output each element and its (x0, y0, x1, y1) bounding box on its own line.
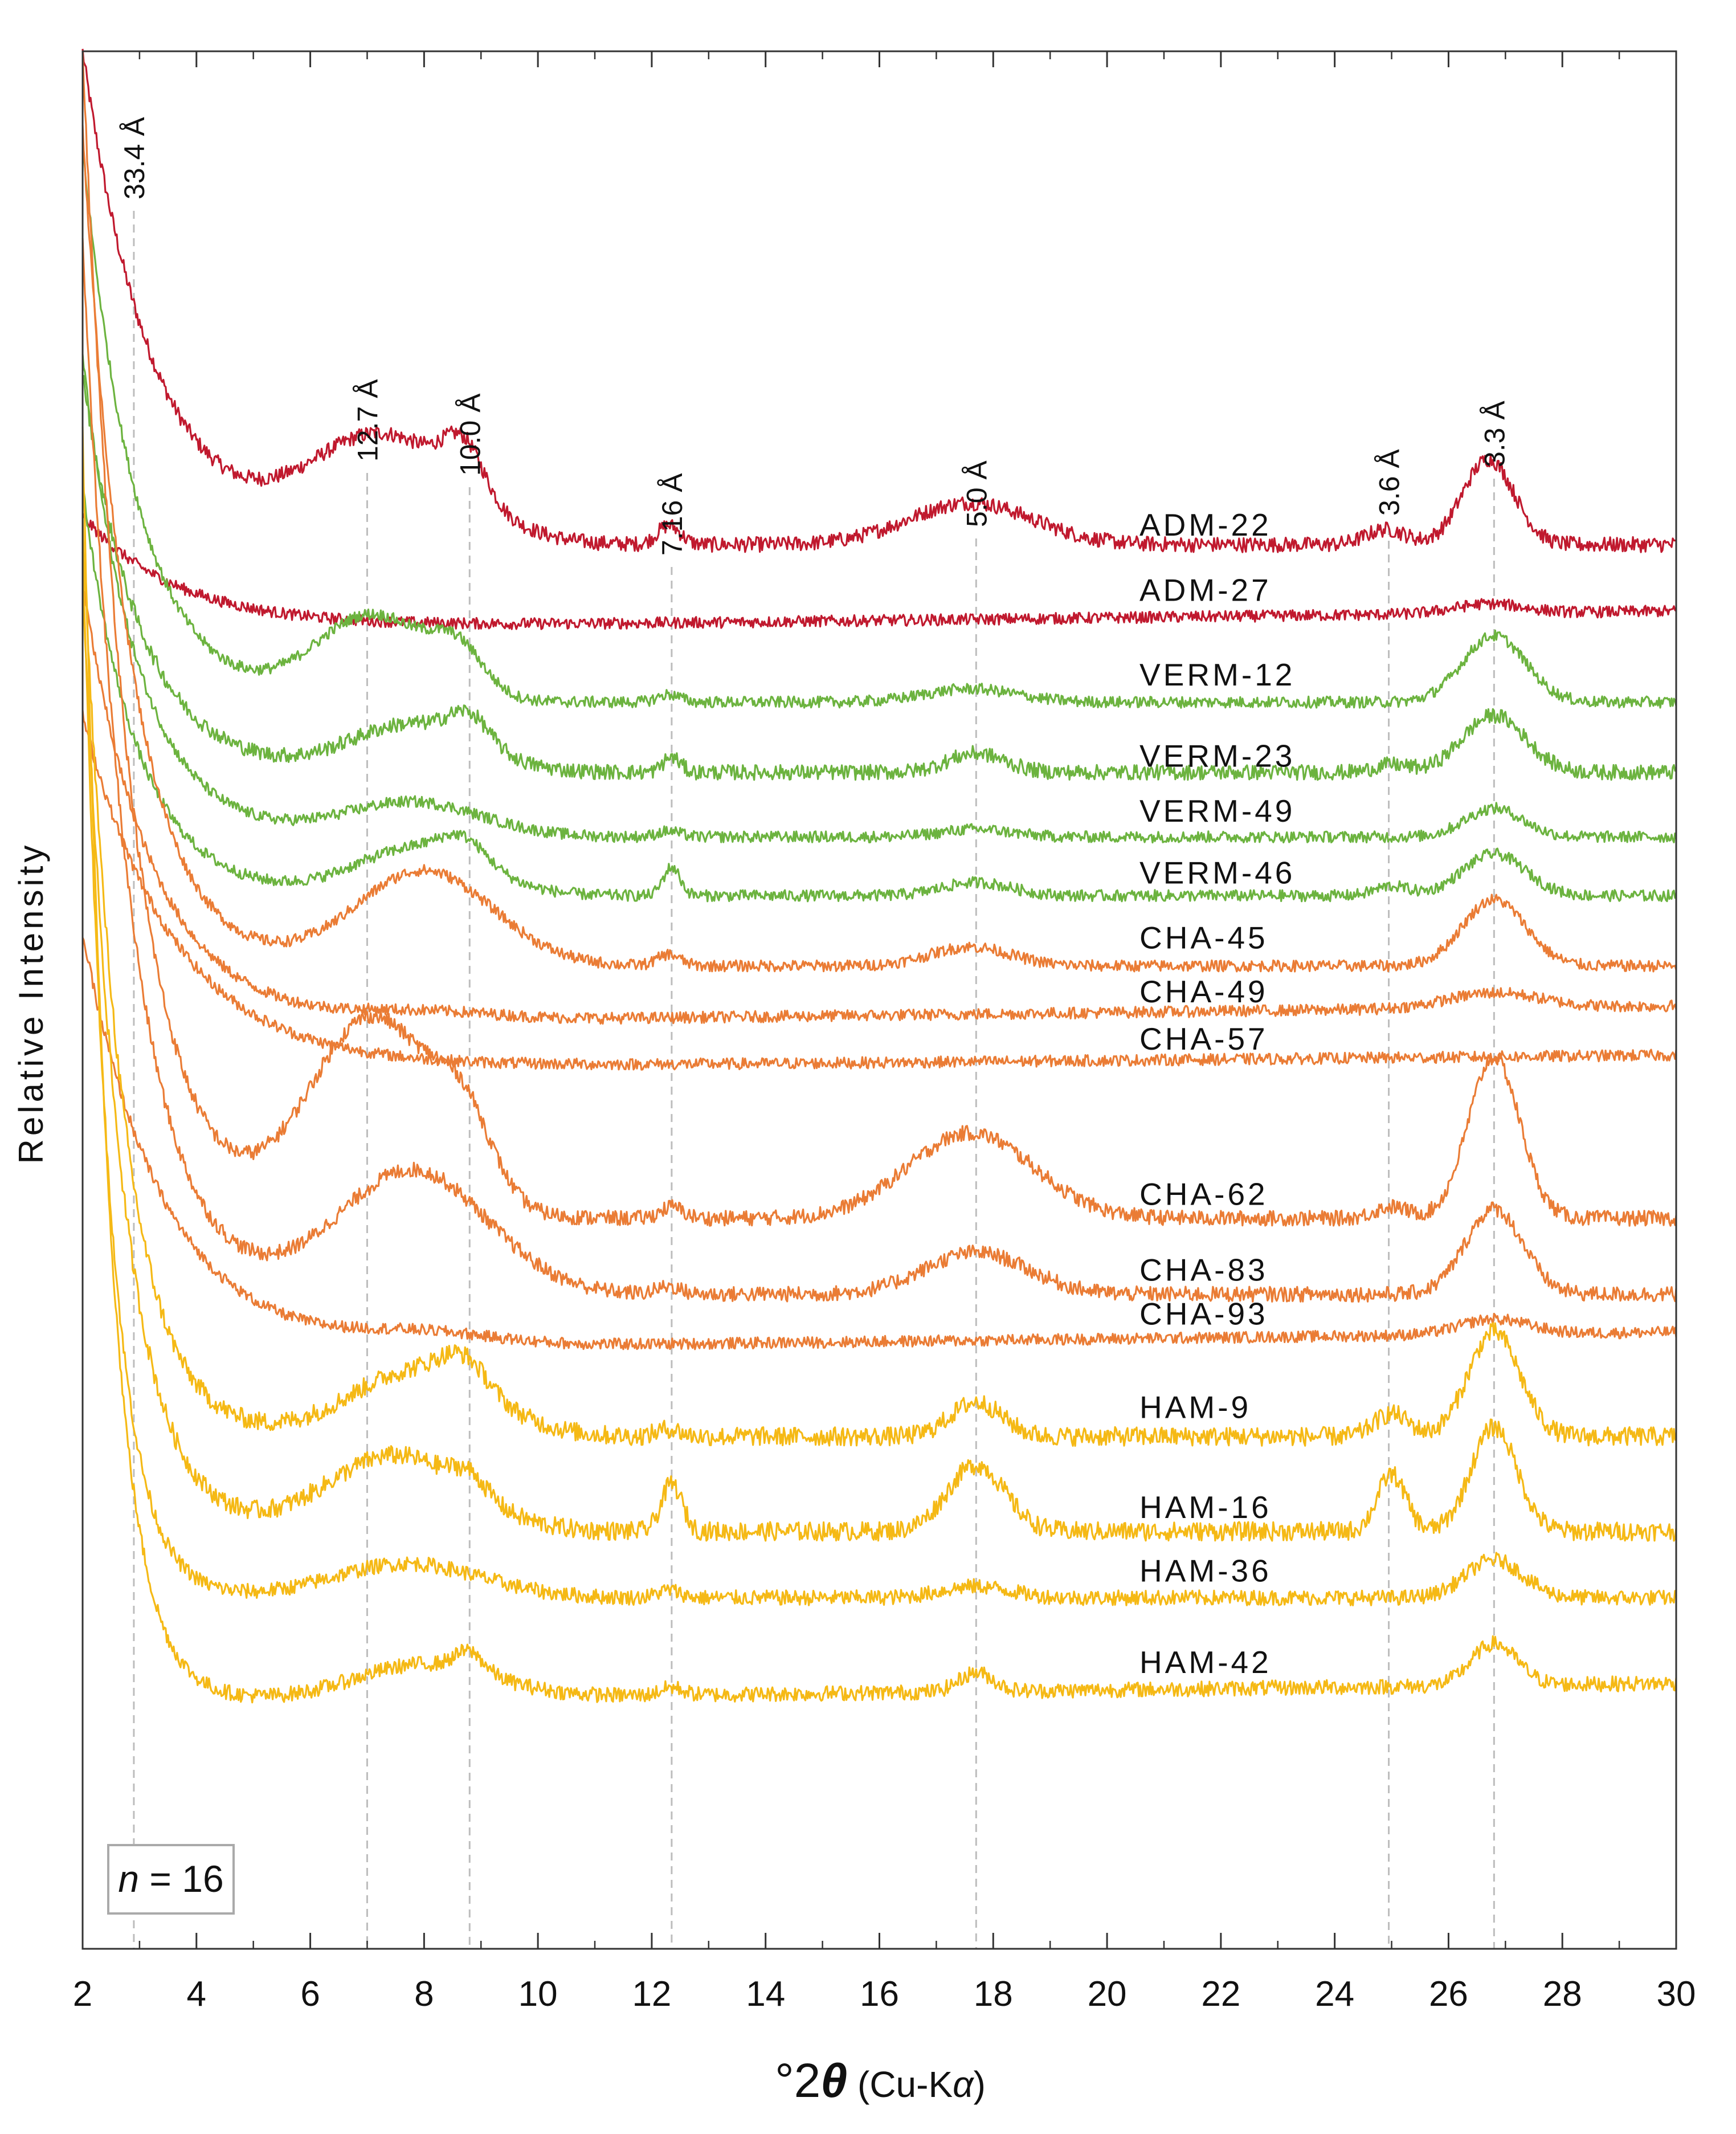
series-label-ham-42: HAM-42 (1139, 1645, 1272, 1680)
reference-label: 10.0 Å (454, 393, 486, 476)
series-label-verm-46: VERM-46 (1139, 855, 1295, 891)
x-axis-title-paren-close: ) (974, 2064, 986, 2105)
series-label-ham-9: HAM-9 (1139, 1389, 1251, 1425)
x-tick-label: 6 (300, 1974, 320, 2014)
series-label-cha-62: CHA-62 (1139, 1177, 1268, 1212)
x-tick-label: 28 (1543, 1974, 1582, 2014)
series-lines (81, 48, 1677, 1704)
series-line-verm-46 (81, 489, 1677, 903)
series-line-cha-49 (81, 581, 1677, 1025)
x-tick-label: 12 (632, 1974, 671, 2014)
x-tick-label: 16 (860, 1974, 899, 2014)
reference-label: 12.7 Å (352, 379, 383, 462)
reference-label: 33.4 Å (119, 117, 150, 199)
x-tick-label: 4 (187, 1974, 206, 2014)
x-tick-label: 14 (746, 1974, 785, 2014)
series-label-ham-16: HAM-16 (1139, 1490, 1272, 1525)
series-line-ham-42 (81, 426, 1677, 1704)
x-tick-label: 30 (1657, 1974, 1696, 2014)
series-label-verm-12: VERM-12 (1139, 657, 1295, 692)
series-label-cha-83: CHA-83 (1139, 1252, 1268, 1288)
reference-label: 3.3 Å (1478, 401, 1510, 467)
reference-lines (133, 211, 1495, 1949)
x-axis-title-theta: θ (820, 2054, 847, 2107)
series-line-ham-9 (81, 517, 1677, 1447)
x-tick-label: 26 (1429, 1974, 1468, 2014)
x-axis-ticks (81, 51, 1677, 1949)
series-label-ham-36: HAM-36 (1139, 1553, 1272, 1588)
x-tick-label: 22 (1201, 1974, 1240, 2014)
reference-label: 7.16 Å (656, 473, 688, 556)
reference-label: 5.0 Å (961, 460, 992, 527)
series-line-cha-62 (81, 50, 1677, 1227)
series-line-ham-36 (81, 552, 1677, 1606)
series-line-verm-12 (81, 144, 1677, 709)
x-axis-title-paren-open: (Cu-K (847, 2064, 953, 2105)
series-label-verm-49: VERM-49 (1139, 793, 1295, 829)
series-label-verm-23: VERM-23 (1139, 738, 1295, 774)
x-tick-label: 10 (518, 1974, 558, 2014)
n-annotation: n = 16 (107, 1844, 235, 1915)
reference-label: 3.6 Å (1374, 449, 1406, 516)
n-annotation-rest: = 16 (139, 1858, 224, 1900)
x-axis-title-prefix: °2 (775, 2054, 820, 2107)
series-label-cha-57: CHA-57 (1139, 1021, 1268, 1056)
series-label-cha-45: CHA-45 (1139, 920, 1268, 956)
series-label-adm-27: ADM-27 (1139, 572, 1272, 607)
series-line-adm-22 (81, 48, 1677, 553)
series-line-cha-45 (81, 125, 1677, 973)
reference-labels: 33.4 Å 12.7 Å 10.0 Å 7.16 Å 5.0 Å 3.6 Å 3.3 Å (119, 117, 1510, 556)
series-line-verm-49 (81, 354, 1677, 844)
series-labels: ADM-22 ADM-27 VERM-12 VERM-23 VERM-49 VERM-46… (1139, 507, 1295, 1680)
x-tick-label: 20 (1088, 1974, 1127, 2014)
x-axis-tick-labels: 2 4 6 8 10 12 14 16 18 20 22 24 26 28 30 (73, 1974, 1696, 2014)
x-tick-label: 8 (414, 1974, 434, 2014)
x-axis-title: °2θ (Cu-Kα) (775, 2054, 986, 2107)
y-axis-title: Relative Intensity (12, 842, 50, 1164)
x-axis-title-alpha: α (953, 2064, 974, 2105)
x-tick-label: 24 (1315, 1974, 1354, 2014)
series-line-ham-16 (81, 589, 1677, 1542)
n-annotation-text: n = 16 (118, 1858, 223, 1900)
x-tick-label: 2 (73, 1974, 92, 2014)
series-label-cha-93: CHA-93 (1139, 1296, 1268, 1332)
n-annotation-box (107, 1844, 235, 1915)
n-annotation-italic: n (118, 1858, 139, 1900)
series-label-cha-49: CHA-49 (1139, 974, 1268, 1009)
series-line-cha-93 (81, 937, 1677, 1350)
x-tick-label: 18 (974, 1974, 1013, 2014)
series-line-cha-57 (81, 710, 1677, 1071)
series-label-adm-22: ADM-22 (1139, 507, 1272, 542)
series-line-cha-83 (81, 238, 1677, 1303)
series-line-verm-23 (81, 375, 1677, 781)
